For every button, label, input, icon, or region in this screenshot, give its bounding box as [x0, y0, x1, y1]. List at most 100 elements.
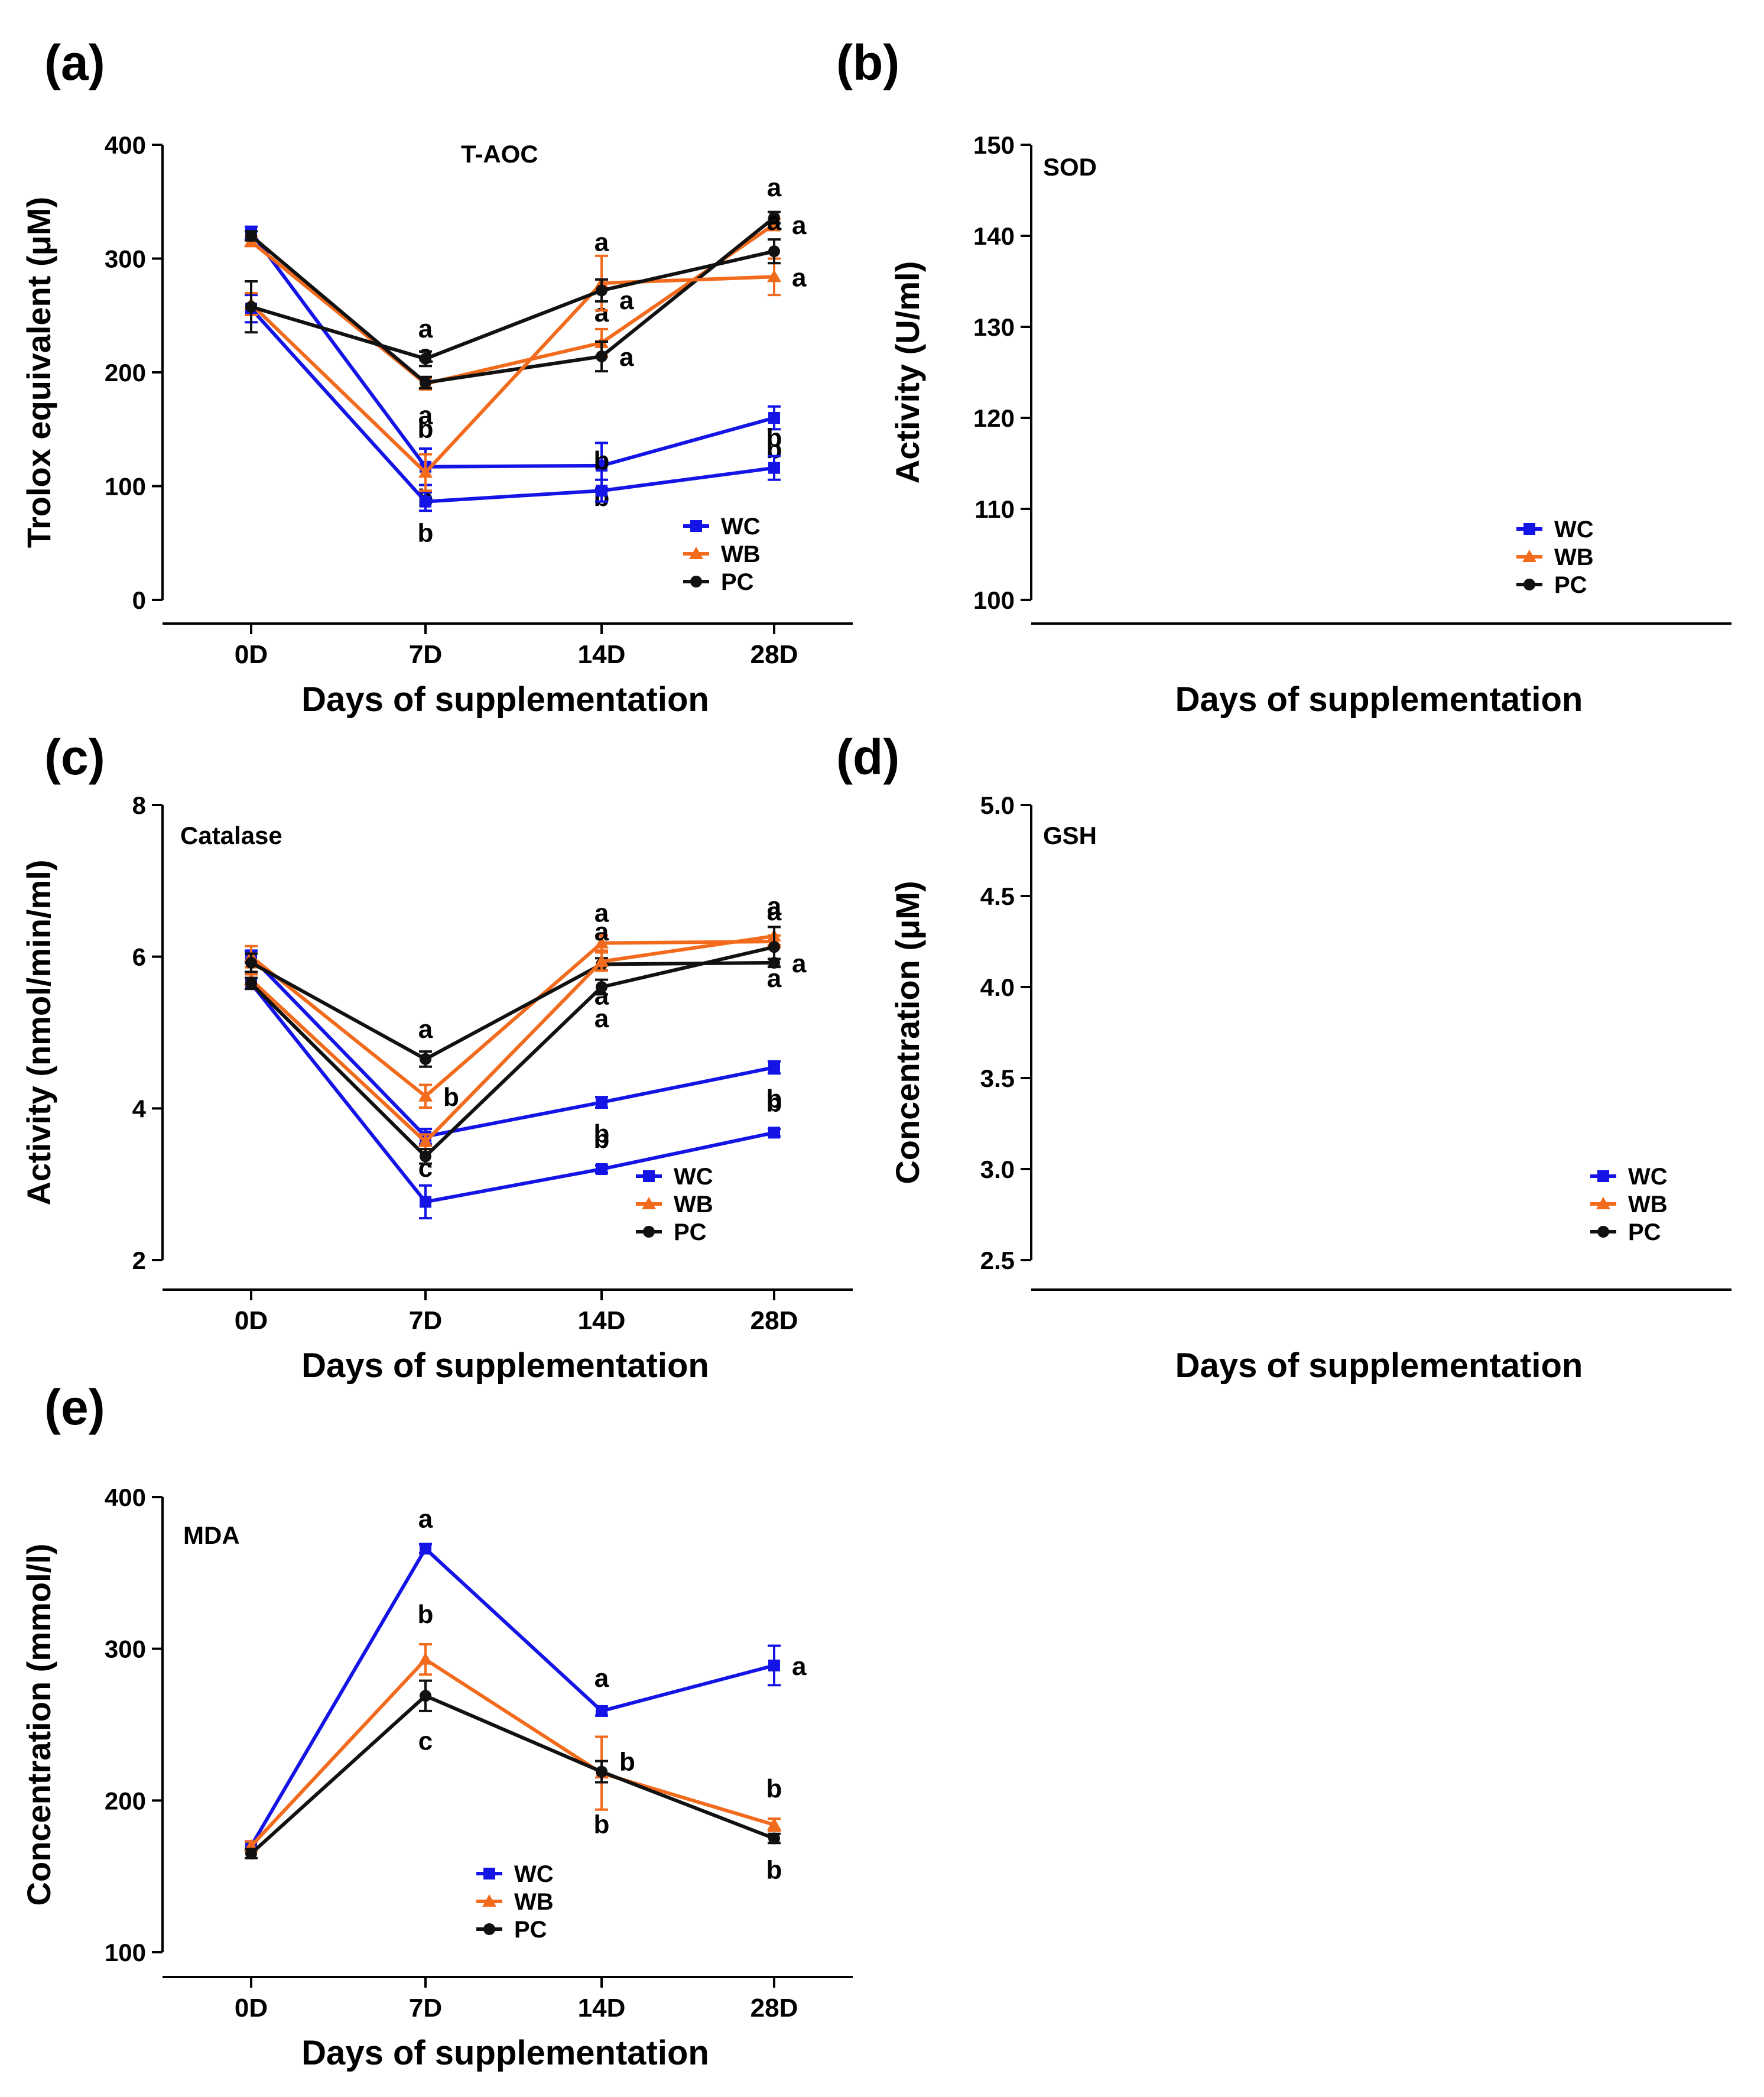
significance-letter: b: [766, 1088, 782, 1117]
significance-letter: a: [767, 897, 782, 926]
x-tick-label: 7D: [409, 640, 442, 669]
significance-letter: a: [418, 1015, 433, 1044]
x-tick-label: 14D: [578, 1306, 626, 1335]
significance-letter: a: [767, 207, 782, 236]
significance-letter: b: [418, 519, 434, 548]
y-axis-label: Concentration (μM): [889, 881, 926, 1184]
data-point: [768, 1062, 780, 1074]
x-tick-label: 7D: [409, 1306, 442, 1335]
panel-tag: (a): [44, 35, 105, 90]
y-tick-label: 100: [973, 586, 1015, 614]
legend-marker: [642, 1197, 656, 1209]
significance-letter: a: [595, 228, 609, 257]
x-axis-label: Days of supplementation: [301, 1346, 709, 1385]
significance-letter: a: [767, 964, 782, 993]
y-tick-label: 4.5: [980, 882, 1015, 910]
x-tick-label: 7D: [409, 1306, 442, 1335]
legend-label: WB: [1554, 544, 1594, 570]
data-point: [768, 1127, 780, 1139]
x-axis-label: Days of supplementation: [1175, 680, 1583, 719]
panel-c: (c) Catalase 2 4 6 8 Activity (nmol/min/ml) 0D 7…: [20, 729, 853, 1385]
data-point: [596, 485, 608, 497]
y-tick-label: 130: [973, 313, 1015, 341]
y-tick-label: 300: [105, 1635, 146, 1663]
panel-tag: (e): [44, 1379, 105, 1435]
data-point: [596, 1096, 608, 1109]
significance-letter: a: [619, 343, 634, 372]
legend-label: PC: [674, 1219, 707, 1245]
data-point: [245, 977, 257, 989]
y-tick-label: 4: [132, 1095, 147, 1122]
y-tick-label: 2.5: [980, 1246, 1015, 1274]
series-line: [250, 223, 775, 386]
legend-label: WB: [1628, 1192, 1668, 1218]
panel-e: (e) MDA 100 200 300 400 Concentration (mmol/l)…: [20, 1379, 853, 2072]
series-line: [251, 249, 775, 361]
significance-letter: b: [418, 1600, 434, 1629]
x-tick-label: 0D: [235, 1994, 268, 2023]
data-point: [768, 412, 780, 424]
y-axis-label: Trolox equivalent (μM): [20, 197, 57, 548]
chart-title: SOD: [1043, 153, 1097, 181]
data-point: [768, 941, 780, 953]
panel-tag: (b): [836, 35, 899, 90]
y-tick-label: 110: [974, 495, 1015, 523]
data-point: [596, 1705, 608, 1717]
data-point: [420, 1543, 431, 1555]
chart-title: T-AOC: [461, 140, 538, 168]
data-point: [245, 230, 257, 242]
legend-label: PC: [1554, 572, 1587, 598]
series-line: [250, 960, 775, 1062]
series-line: [249, 955, 775, 1139]
data-point: [595, 954, 609, 967]
panel-d: (d) GSH 2.5 3.0 3.5 4.0 4.5 5.0 Concentration (μ…: [235, 729, 1731, 1385]
significance-letter: a: [595, 1664, 609, 1693]
series-line: [249, 307, 775, 504]
legend-label: PC: [721, 569, 754, 595]
legend-marker: [689, 547, 703, 559]
series-pc: [245, 926, 781, 1165]
significance-letter: b: [766, 1856, 782, 1885]
x-axis-label: Days of supplementation: [301, 680, 709, 719]
panel-tag: (d): [836, 729, 899, 785]
significance-letter: a: [792, 263, 807, 292]
legend-marker: [483, 1868, 495, 1879]
data-point: [418, 465, 433, 478]
x-tick-label: 28D: [751, 1306, 798, 1335]
x-tick-label: 28D: [751, 1306, 798, 1335]
y-tick-label: 150: [973, 131, 1015, 159]
x-tick-label: 14D: [578, 1994, 626, 2023]
data-point: [596, 1163, 608, 1175]
data-point: [596, 981, 608, 993]
y-tick-label: 100: [105, 1939, 146, 1966]
y-tick-label: 2: [132, 1246, 146, 1274]
x-axis-label: Days of supplementation: [301, 2034, 709, 2072]
legend-marker: [690, 520, 702, 532]
legend-marker: [483, 1923, 495, 1935]
legend-marker: [482, 1894, 496, 1907]
series-line: [249, 1657, 775, 1848]
data-point: [420, 1053, 431, 1065]
series-pc: [245, 1679, 781, 1860]
legend-label: WB: [721, 541, 761, 567]
x-tick-label: 28D: [751, 640, 798, 669]
legend-label: PC: [514, 1917, 547, 1943]
data-point: [245, 956, 257, 969]
significance-letter: a: [595, 1004, 609, 1033]
x-tick-label: 7D: [409, 1994, 442, 2023]
panel-tag: (c): [44, 729, 105, 785]
series-line: [249, 1693, 775, 1855]
series-line: [249, 231, 775, 469]
significance-letter: b: [594, 446, 610, 475]
significance-letter: a: [792, 211, 807, 240]
y-tick-label: 200: [105, 1787, 146, 1814]
significance-letter: b: [766, 1085, 782, 1114]
significance-letter: a: [619, 286, 634, 315]
series-pc: [245, 210, 781, 389]
x-tick-label: 28D: [751, 1994, 798, 2023]
series-wb: [244, 926, 781, 1151]
chart-title: MDA: [183, 1521, 240, 1549]
data-point: [420, 352, 431, 365]
